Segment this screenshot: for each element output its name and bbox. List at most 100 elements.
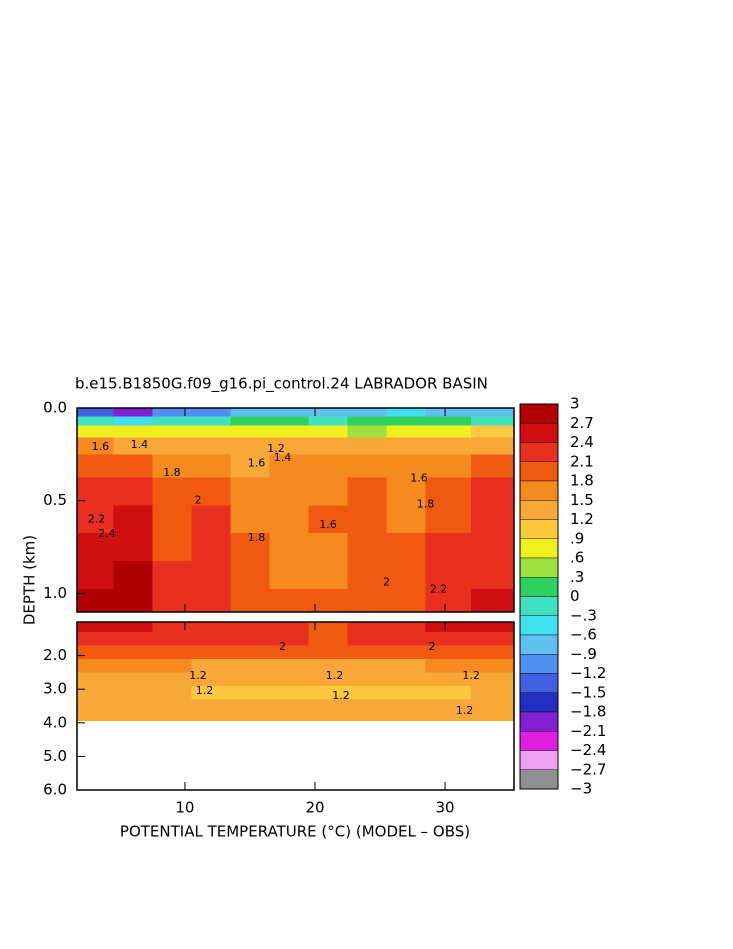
heat-cell [269,622,309,633]
heat-cell [113,658,153,673]
heat-cell [308,622,348,633]
heat-cell [386,685,426,700]
y-tick-label: 3.0 [43,680,67,698]
heat-cell [308,645,348,659]
heat-cell [347,477,387,506]
heat-cell [269,632,309,646]
colorbar-band [519,519,559,539]
heat-cell [152,437,192,455]
heat-cell [191,711,231,722]
chart-title: b.e15.B1850G.f09_g16.pi_control.24 LABRA… [75,375,488,394]
heat-cell [471,477,514,506]
heat-cell [152,505,192,534]
heat-cell [191,454,231,478]
heat-cell [471,437,514,455]
heat-cell [386,505,426,534]
heat-cell [386,408,426,417]
colorbar-tick-label: −1.5 [570,683,606,701]
y-tick-label: 0.0 [43,399,67,417]
heat-cell [269,425,309,438]
heat-cell [152,672,192,686]
heat-cell [308,477,348,506]
heat-cell [77,408,114,417]
heat-cell [386,699,426,712]
colorbar-tick-label: −2.4 [570,741,606,759]
heat-cell [152,632,192,646]
contour-label: 1.2 [189,669,207,682]
heat-cell [425,622,472,633]
contour-label: 2 [194,494,201,507]
heat-cell [230,416,270,426]
heat-cell [308,711,348,722]
heat-cell [152,425,192,438]
colorbar-band [519,596,559,616]
colorbar-tick-label: −2.1 [570,722,606,740]
heat-cell [113,533,153,561]
heat-cell [269,533,309,561]
heat-cell [386,477,426,506]
heat-cell [308,672,348,686]
heat-cell [269,408,309,417]
heat-cell [230,645,270,659]
colorbar-tick-label: −2.7 [570,760,606,778]
heat-cell [113,454,153,478]
heat-cell [152,454,192,478]
contour-label: 2 [429,640,436,653]
heat-cell [269,416,309,426]
contour-label: 1.6 [410,471,428,484]
heat-cell [77,561,114,589]
colorbar-band [519,557,559,578]
heat-cell [308,561,348,589]
y-tick-label: 2.0 [43,646,67,664]
heat-cell [347,699,387,712]
heat-cell [425,699,472,712]
heat-cell [230,588,270,612]
contour-label: 1.2 [332,689,350,702]
heat-cell [77,505,114,534]
x-tick-label: 30 [436,799,455,817]
colorbar-band [519,461,559,482]
heat-cell [113,685,153,700]
heat-cell [191,425,231,438]
heat-cell [471,632,514,646]
colorbar-tick-label: −1.2 [570,664,606,682]
heat-cell [425,454,472,478]
heat-cell [269,561,309,589]
heat-cell [152,408,192,417]
heat-cell [77,672,114,686]
heat-cell [269,437,309,455]
contour-label: 1.4 [274,451,292,464]
heat-cell [113,505,153,534]
heat-cell [308,425,348,438]
heat-cell [347,632,387,646]
colorbar-tick-label: 2.7 [570,414,594,432]
heat-cell [113,416,153,426]
heat-cell [308,416,348,426]
heat-cell [386,711,426,722]
x-tick-label: 20 [305,799,324,817]
heat-cell [191,477,231,506]
heat-cell [471,588,514,612]
heat-cell [425,533,472,561]
contour-label: 2 [279,640,286,653]
heat-cell [113,645,153,659]
heat-cell [77,711,114,722]
heat-cell [113,588,153,612]
x-tick-label: 10 [175,799,194,817]
heat-cell [386,533,426,561]
heat-cell [308,533,348,561]
heat-cell [230,477,270,506]
heat-cell [191,505,231,534]
colorbar-band [519,731,559,751]
heat-cell [230,408,270,417]
heat-cell [347,533,387,561]
contour-label: 1.8 [163,466,181,479]
heat-cell [230,561,270,589]
heat-cell [269,505,309,534]
heat-cell [77,685,114,700]
heat-cell [386,437,426,455]
heat-cell [269,711,309,722]
colorbar-tick-label: −3 [570,780,592,798]
heat-cell [77,454,114,478]
heat-cell [152,699,192,712]
